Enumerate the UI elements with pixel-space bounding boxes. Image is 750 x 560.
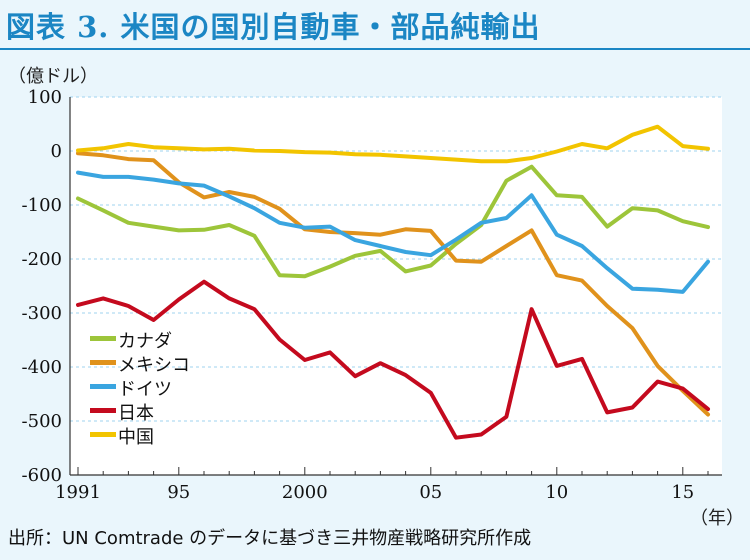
- legend-label: 中国: [118, 427, 154, 448]
- x-tick-label: 95: [167, 482, 190, 503]
- legend-label: メキシコ: [118, 355, 190, 376]
- x-axis-unit-label: （年）: [690, 508, 744, 529]
- source-note: 出所：UN Comtrade のデータに基づき三井物産戦略研究所作成: [8, 528, 532, 549]
- legend-swatch: [90, 360, 116, 365]
- series-line-4: [76, 124, 710, 164]
- title-divider: [0, 48, 750, 50]
- y-tick-label: -600: [22, 465, 62, 486]
- plot-area: [70, 97, 722, 475]
- gridlines: [70, 96, 722, 422]
- x-tick-label: 05: [419, 482, 442, 503]
- legend-label: 日本: [118, 403, 154, 424]
- legend-label: カナダ: [118, 331, 172, 352]
- series-lines: [76, 124, 710, 440]
- y-tick-label: -500: [22, 411, 62, 432]
- chart-title: 図表 3. 米国の国別自動車・部品純輸出: [6, 10, 541, 44]
- x-tick-label: 1991: [55, 482, 101, 503]
- x-tick-label: 10: [545, 482, 568, 503]
- legend-swatch: [90, 336, 116, 341]
- legend-label: ドイツ: [118, 379, 172, 400]
- y-tick-label: 0: [51, 141, 62, 162]
- series-line-2: [76, 170, 710, 294]
- legend-swatch: [90, 384, 116, 389]
- legend-swatch: [90, 408, 116, 413]
- y-tick-label: -100: [22, 195, 62, 216]
- y-axis-unit-label: （億ドル）: [8, 66, 98, 87]
- y-tick-label: 100: [28, 87, 62, 108]
- y-tick-label: -400: [22, 357, 62, 378]
- x-tick-label: 2000: [282, 482, 328, 503]
- series-line-0: [76, 164, 710, 279]
- legend-swatch: [90, 432, 116, 437]
- y-tick-label: -300: [22, 303, 62, 324]
- x-tick-label: 15: [671, 482, 694, 503]
- series-line-3: [76, 279, 710, 440]
- y-tick-label: -200: [22, 249, 62, 270]
